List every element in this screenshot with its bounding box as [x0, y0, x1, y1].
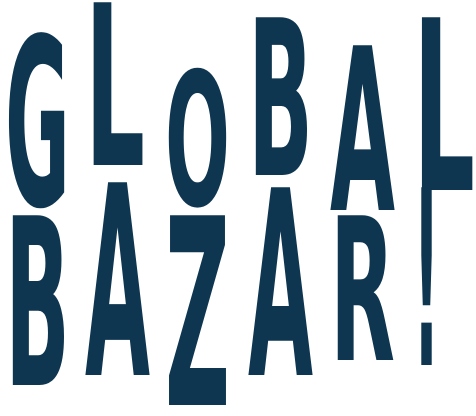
logo-letter: B: [5, 169, 70, 416]
logo-letter: A: [85, 131, 151, 416]
logo-letter: O: [165, 33, 230, 249]
logo-letter: L: [85, 0, 145, 218]
logo-letter: L: [413, 0, 475, 246]
logo-letter: A: [330, 1, 395, 264]
logo-letter: G: [5, 0, 70, 260]
logo-letter: Z: [165, 164, 230, 416]
logo-letter: !: [413, 140, 440, 416]
logo-letter: A: [248, 136, 314, 416]
logo-letter: R: [330, 176, 395, 407]
logo-letter: B: [248, 0, 313, 227]
